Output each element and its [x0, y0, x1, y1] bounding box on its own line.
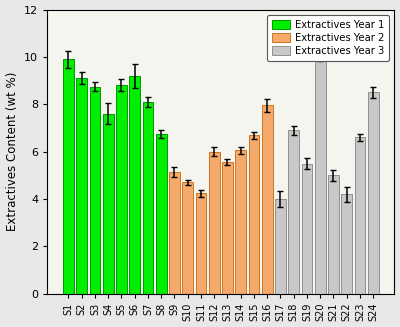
Bar: [196, 193, 206, 294]
Bar: [142, 102, 154, 294]
Bar: [354, 137, 366, 294]
Bar: [76, 78, 87, 294]
Bar: [169, 172, 180, 294]
Bar: [182, 182, 193, 294]
Bar: [248, 135, 260, 294]
Bar: [222, 162, 233, 294]
Bar: [262, 106, 273, 294]
Bar: [209, 152, 220, 294]
Bar: [103, 114, 114, 294]
Bar: [302, 164, 312, 294]
Bar: [368, 93, 379, 294]
Bar: [328, 175, 339, 294]
Bar: [315, 57, 326, 294]
Bar: [341, 194, 352, 294]
Bar: [63, 59, 74, 294]
Bar: [288, 130, 299, 294]
Bar: [90, 87, 100, 294]
Bar: [156, 134, 167, 294]
Legend: Extractives Year 1, Extractives Year 2, Extractives Year 3: Extractives Year 1, Extractives Year 2, …: [267, 15, 390, 60]
Bar: [235, 150, 246, 294]
Bar: [275, 199, 286, 294]
Y-axis label: Extractives Content (wt %): Extractives Content (wt %): [6, 72, 18, 232]
Bar: [116, 85, 127, 294]
Bar: [129, 76, 140, 294]
